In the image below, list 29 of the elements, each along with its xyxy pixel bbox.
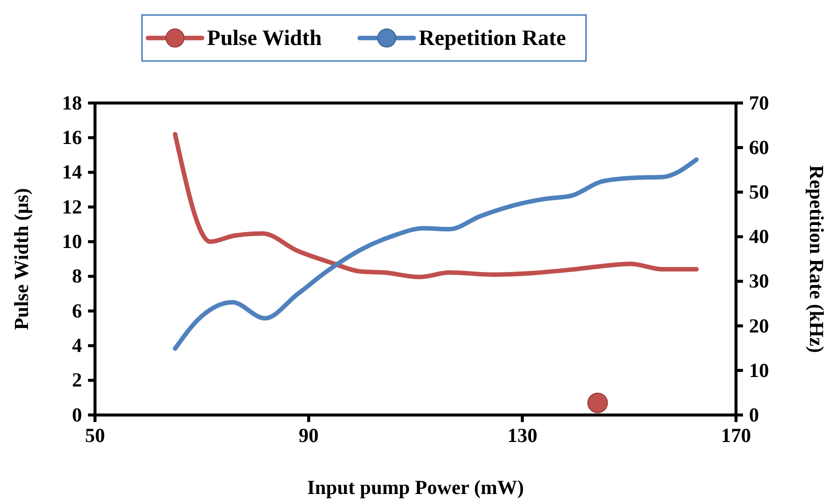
y-tick-label: 6 [72, 300, 82, 322]
x-tick-label: 90 [298, 425, 319, 448]
line-series [172, 157, 699, 351]
x-axis-title: Input pump Power (mW) [307, 477, 524, 499]
x-tick-label: 170 [721, 425, 751, 448]
y-tick-label: 0 [72, 404, 82, 426]
y2-tick-label: 40 [749, 226, 769, 248]
y2-tick-label: 20 [749, 315, 769, 338]
y-tick-label: 14 [62, 162, 82, 184]
y-tick-label: 16 [62, 127, 82, 150]
y-tick-label: 18 [62, 92, 82, 114]
y2-tick-label: 50 [749, 182, 769, 204]
x-tick-label: 130 [507, 425, 538, 448]
y-tick-label: 8 [72, 266, 82, 288]
legend-label: Pulse Width [207, 25, 322, 50]
y2-tick-label: 10 [749, 360, 769, 382]
x-tick-label: 50 [85, 425, 105, 448]
line-series [172, 132, 699, 280]
y2-tick-label: 30 [749, 270, 769, 293]
y2-tick-label: 60 [749, 136, 769, 159]
y-axis-title: Pulse Width (µs) [11, 188, 33, 330]
y-tick-label: 2 [72, 370, 82, 392]
y-tick-label: 12 [62, 196, 82, 218]
y-tick-label: 10 [62, 231, 82, 254]
legend-label: Repetition Rate [418, 25, 566, 50]
y2-tick-label: 70 [749, 92, 769, 114]
y-tick-label: 4 [72, 335, 82, 358]
y2-axis-title: Repetition Rate (kHz) [805, 165, 825, 353]
y2-tick-label: 0 [749, 404, 759, 426]
